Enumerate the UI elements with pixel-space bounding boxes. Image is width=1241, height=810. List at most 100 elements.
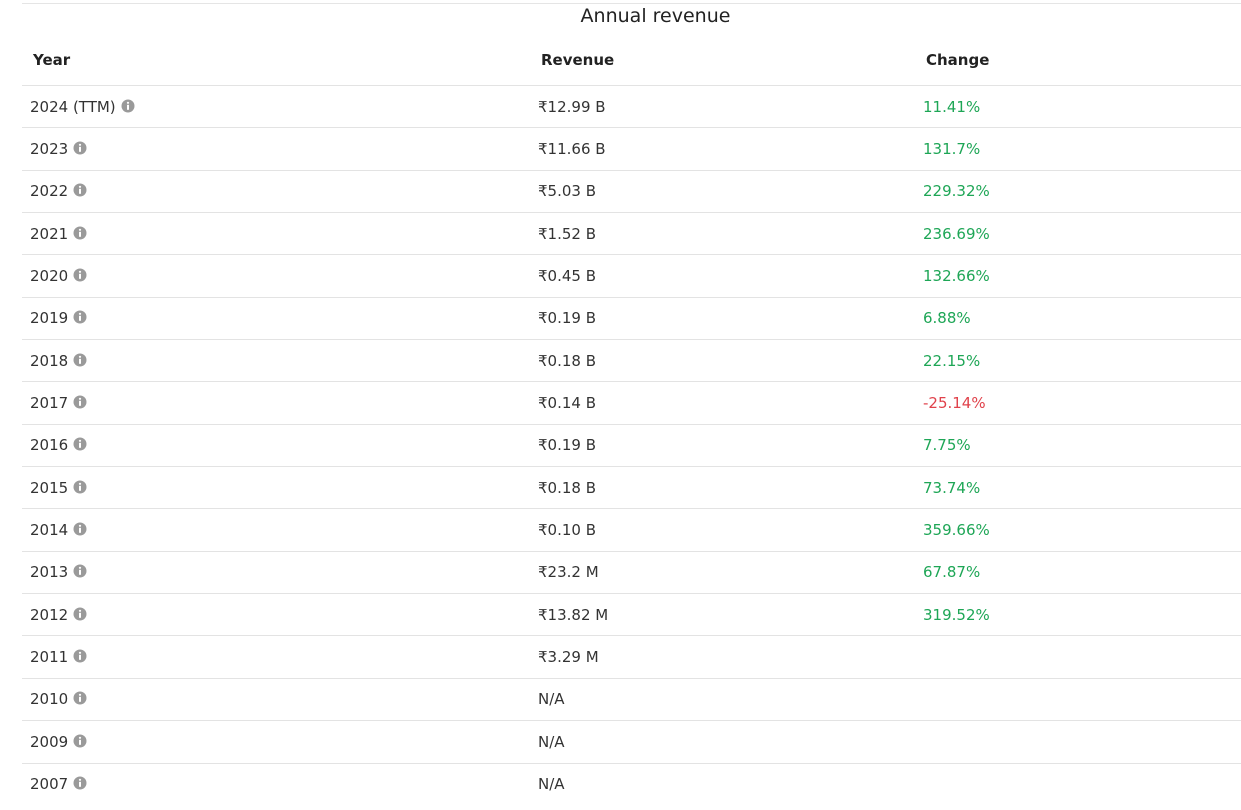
table-row: 2011 ₹3.29 M [22,635,1241,679]
table-title: Annual revenue [580,5,731,27]
change-cell: 22.15% [915,339,1241,383]
year-cell: 2012 [22,593,530,637]
year-cell: 2007 [22,763,530,805]
year-cell: 2022 [22,170,530,214]
year-text: 2009 [30,732,69,751]
header-cell: Revenue [530,35,915,86]
table-row: 2019 ₹0.19 B 6.88% [22,297,1241,341]
year-text: 2017 [30,394,69,413]
year-cell: 2020 [22,254,530,298]
change-cell: -25.14% [915,381,1241,425]
table-row: 2022 ₹5.03 B 229.32% [22,170,1241,214]
year-cell: 2014 [22,508,530,552]
info-icon[interactable] [73,310,87,324]
revenue-cell: ₹0.18 B [530,466,915,510]
year-text: 2013 [30,563,69,582]
year-text: 2022 [30,182,69,201]
year-cell: 2017 [22,381,530,425]
revenue-cell: N/A [538,775,565,794]
change-cell [915,720,1241,764]
change-cell: 236.69% [915,212,1241,256]
info-icon[interactable] [73,437,87,451]
table-row: 2012 ₹13.82 M 319.52% [22,593,1241,637]
info-icon[interactable] [73,395,87,409]
info-icon[interactable] [121,99,135,113]
info-icon[interactable] [73,183,87,197]
revenue-cell: ₹11.66 B [530,127,915,171]
year-text: 2010 [30,690,69,709]
change-cell: 6.88% [915,297,1241,341]
year-cell: 2011 [22,635,530,679]
revenue-cell: ₹5.03 B [530,170,915,214]
year-cell: 2015 [22,466,530,510]
year-cell: 2021 [22,212,530,256]
info-icon[interactable] [73,141,87,155]
change-cell: 73.74% [915,466,1241,510]
year-text: 2014 [30,521,69,540]
info-icon[interactable] [73,649,87,663]
change-cell: 7.75% [915,424,1241,468]
revenue-cell: N/A [530,720,915,764]
year-cell: 2019 [22,297,530,341]
info-icon[interactable] [73,776,87,790]
info-icon[interactable] [73,522,87,536]
table-row: 2018 ₹0.18 B 22.15% [22,339,1241,383]
revenue-cell: N/A [530,678,915,722]
change-cell [915,635,1241,679]
change-cell: 132.66% [915,254,1241,298]
info-icon[interactable] [73,226,87,240]
header-cell: Change [915,35,1241,86]
table-row: 2016 ₹0.19 B 7.75% [22,424,1241,468]
info-icon[interactable] [73,607,87,621]
change-cell: 229.32% [915,170,1241,214]
revenue-cell: ₹13.82 M [530,593,915,637]
year-cell: 2013 [22,551,530,595]
year-text: 2012 [30,605,69,624]
year-cell: 2009 [22,720,530,764]
table-row: 2014 ₹0.10 B 359.66% [22,508,1241,552]
year-cell: 2018 [22,339,530,383]
year-text: 2015 [30,478,69,497]
table-row: 2010 N/A [22,678,1241,722]
revenue-cell: ₹1.52 B [530,212,915,256]
change-cell: 319.52% [915,593,1241,637]
year-text: 2020 [30,267,69,286]
revenue-cell: ₹0.45 B [530,254,915,298]
info-icon[interactable] [73,691,87,705]
change-cell [915,763,1241,805]
revenue-cell: ₹0.10 B [530,508,915,552]
info-icon[interactable] [73,564,87,578]
year-text: 2018 [30,351,69,370]
revenue-cell: ₹12.99 B [530,85,915,129]
table-row: 2024 (TTM) ₹12.99 B 11.41% [22,85,1241,129]
year-cell: 2016 [22,424,530,468]
divider [22,3,1241,4]
revenue-table: Year Revenue Change 2024 (TTM) ₹12.99 B 11… [22,35,1241,805]
revenue-cell: ₹0.18 B [530,339,915,383]
year-text: 2019 [30,309,69,328]
revenue-cell: ₹0.14 B [530,381,915,425]
header-cell: Year [22,35,530,86]
info-icon[interactable] [73,353,87,367]
table-row: 2021 ₹1.52 B 236.69% [22,212,1241,256]
year-text: 2007 [30,775,69,794]
change-cell [915,678,1241,722]
year-text: 2011 [30,648,69,667]
change-cell: 131.7% [915,127,1241,171]
info-icon[interactable] [73,734,87,748]
year-cell: 2023 [22,127,530,171]
year-text: 2023 [30,140,69,159]
year-text: 2016 [30,436,69,455]
table-row: 2017 ₹0.14 B -25.14% [22,381,1241,425]
info-icon[interactable] [73,480,87,494]
change-cell: 11.41% [915,85,1241,129]
revenue-cell: ₹0.19 B [530,424,915,468]
info-icon[interactable] [73,268,87,282]
change-cell: 359.66% [915,508,1241,552]
year-text: 2024 (TTM) [30,97,116,116]
table-row: 2020 ₹0.45 B 132.66% [22,254,1241,298]
table-row: 2007 N/A [22,763,1241,805]
table-row: 2009 N/A [22,720,1241,764]
table-row: 2023 ₹11.66 B 131.7% [22,127,1241,171]
